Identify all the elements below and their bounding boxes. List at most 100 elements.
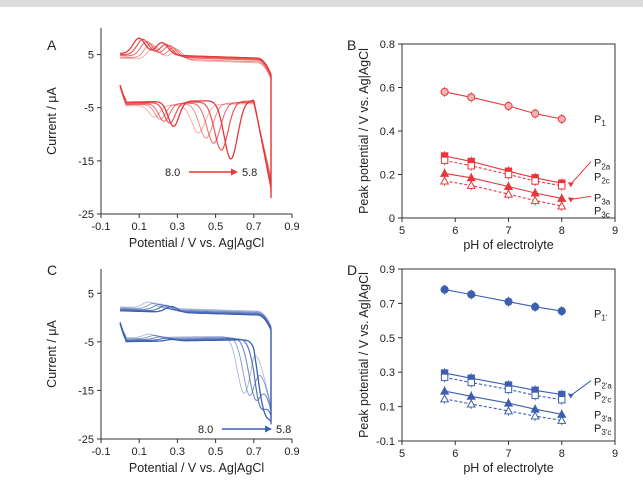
y-tick-label: -25 [78,209,94,221]
y-tick-label: 0.3 [380,367,395,379]
ph-arrow-head [265,425,272,433]
y-axis-label: Current / μA [45,320,59,388]
panel-b: 5 6 7 8 9 0 0.2 0.4 0.6 0.8 BpH of electrolyte Peak… [347,37,618,252]
x-tick-label: -0.1 [92,446,111,458]
label-arrow [570,195,592,200]
fit-line [444,159,562,187]
x-tick-label: 0.1 [132,446,147,458]
cv-trace-ph-7 [119,303,272,419]
data-point [466,180,476,189]
x-axis-label: pH of electrolyte [463,238,553,252]
data-point [504,385,513,394]
data-point [467,93,476,102]
label-arrow-head [567,393,574,399]
data-point [504,170,513,179]
cv-trace-ph-6-3 [119,43,272,189]
x-tick-label: 0.5 [208,446,223,458]
x-axis-label: Potential / V vs. Ag|AgCl [129,236,264,250]
y-tick-label: -5 [84,337,94,349]
series-p3a: P3a [439,168,611,206]
data-point [439,168,450,177]
cv-trace-ph-6-3 [119,302,272,416]
cv-trace-ph-5-8 [119,45,272,186]
x-tick-label: 5 [399,225,405,237]
y-tick-label: 0.9 [380,264,395,276]
series-p2a: P2a [440,151,611,189]
y-axis-label: Peak potential / V vs. Ag|AgCl [357,272,371,438]
series-label: P1' [594,309,608,323]
data-point [531,391,539,400]
cv-trace-ph-7-5 [119,304,272,422]
data-point [503,189,514,198]
fit-line [444,172,562,199]
x-tick-label: 0.3 [170,221,185,233]
x-tick-label: 0.7 [246,221,261,233]
x-tick-label: -0.1 [92,221,111,233]
y-axis-label: Current / μA [45,87,59,155]
series-label: P2c [594,172,610,186]
series-label: P3'c [594,423,611,437]
cv-trace-ph-7 [119,41,272,192]
fit-line [444,289,562,312]
y-tick-label: 5 [88,50,94,62]
series-label: P2'a [594,377,612,391]
y-tick-label: 5 [88,288,94,300]
data-point [531,109,540,118]
label-arrow [570,161,592,185]
data-point [557,114,566,124]
series-label: P2'c [594,390,611,404]
cv-curves [119,301,272,425]
fit-line [444,376,562,401]
data-point [531,302,540,311]
data-point [439,386,450,395]
series-label: P3'a [594,409,612,423]
y-tick-label: 0.7 [380,298,395,310]
y-tick-label: 0.4 [380,126,395,138]
x-tick-label: 0.3 [170,446,185,458]
data-point [530,411,540,420]
series-label: P1 [594,114,606,128]
y-tick-label: -15 [78,385,94,397]
y-tick-label: -0.1 [376,436,395,448]
data-point [530,195,540,205]
cv-trace-ph-7-5 [119,38,272,195]
data-point [466,399,476,408]
x-axis-label: Potential / V vs. Ag|AgCl [129,461,264,475]
series-label: P3c [594,205,610,219]
panel-c: -0.1 0.1 0.3 0.5 0.7 0.9 5 -5 -15 -25 C Potential /… [45,262,300,475]
data-point [467,378,475,387]
data-point [504,101,513,111]
panel-label: A [47,37,57,53]
x-tick-label: 0.9 [284,221,299,233]
ph-start-label: 8.0 [165,167,180,179]
x-tick-label: 7 [505,448,511,460]
cv-trace-ph-5-8 [119,301,272,413]
series-label: P2a [594,158,611,172]
ph-end-label: 5.8 [276,424,291,436]
x-tick-label: 6 [452,225,458,237]
series-p3pc: P3'c [439,393,611,437]
x-tick-label: 5 [399,448,405,460]
x-tick-label: 0.7 [246,446,261,458]
panel-label: B [347,37,356,53]
series-p3pa: P3'a [439,386,612,423]
x-tick-label: 6 [452,448,458,460]
data-point [558,182,566,190]
panel-a: -0.1 0.1 0.3 0.5 0.7 0.9 5 -5 -15 -25 A Potential /… [45,28,300,250]
data-point [503,406,514,415]
data-point [440,156,449,165]
data-point [504,297,513,306]
data-point [439,394,450,403]
fit-line [444,91,562,120]
y-tick-label: 0.5 [380,333,395,345]
series-p2c: P2c [440,155,610,191]
data-point [440,87,449,96]
label-arrow-head [567,197,574,203]
fit-line [444,372,562,396]
x-tick-label: 0.5 [208,221,223,233]
y-tick-label: 0.6 [380,83,395,95]
label-arrow-head [567,182,574,188]
y-tick-label: -25 [78,434,94,446]
panel-label: D [347,262,357,278]
x-tick-label: 0.9 [284,446,299,458]
